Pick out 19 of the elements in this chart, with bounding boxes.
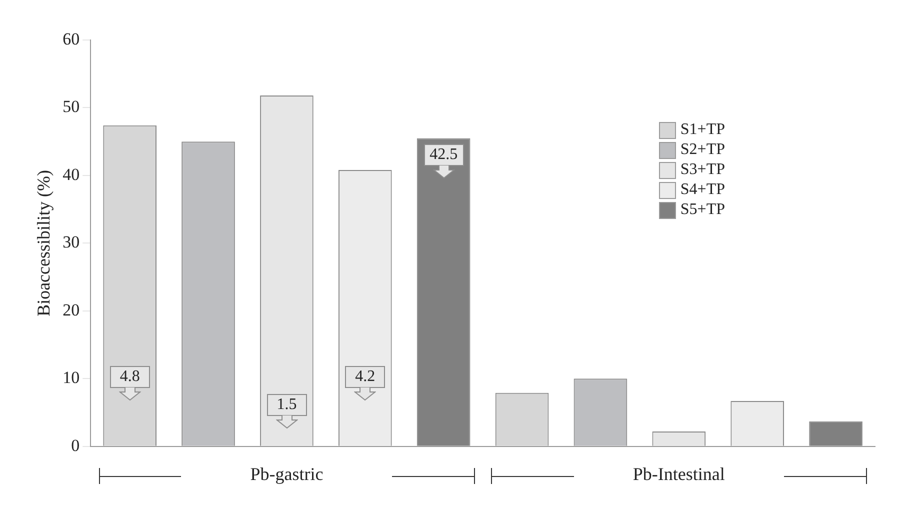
x-tick-label: Pb-Intestinal [632, 464, 725, 484]
legend-label: S3+TP [680, 161, 725, 179]
legend-label: S4+TP [680, 181, 725, 199]
annotation: 1.5 [266, 394, 307, 416]
y-tick-label: 60 [62, 29, 80, 48]
legend-label: S2+TP [680, 141, 725, 159]
annotation: 4.8 [110, 366, 150, 388]
y-tick-label: 10 [62, 368, 80, 388]
y-axis-title: Bioaccessibility (%) [34, 170, 54, 316]
y-tick-label: 0 [71, 436, 80, 455]
x-tick-label: Pb-gastric [250, 464, 324, 484]
annotation: 42.5 [424, 144, 464, 166]
y-tick-label: 50 [62, 97, 80, 116]
legend-label: S5+TP [680, 201, 725, 219]
y-tick-label: 30 [62, 232, 80, 252]
legend-label: S1+TP [680, 121, 725, 139]
y-tick-label: 20 [62, 300, 80, 320]
y-tick-label: 40 [62, 164, 80, 184]
annotation: 4.2 [345, 366, 386, 388]
